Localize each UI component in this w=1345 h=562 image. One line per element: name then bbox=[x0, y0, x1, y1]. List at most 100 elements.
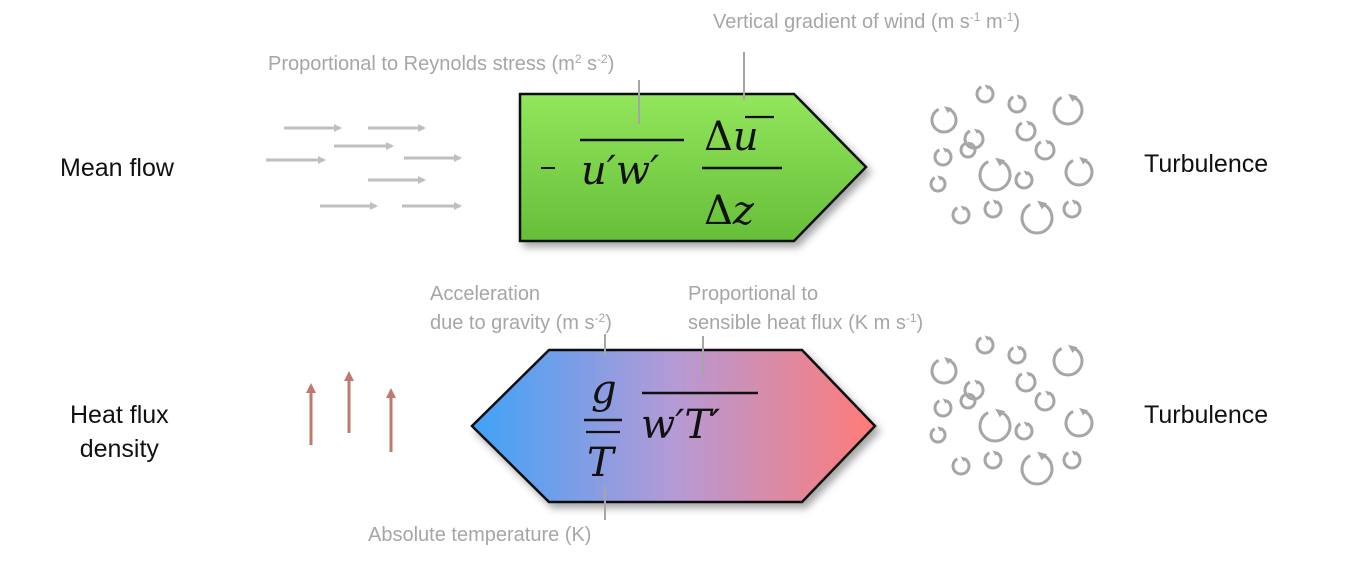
eddy-arrowhead-icon bbox=[942, 147, 949, 153]
eddy-icon bbox=[1034, 391, 1056, 412]
heat-flux-label-line2: density bbox=[79, 435, 159, 463]
mean-flow-label: Mean flow bbox=[60, 154, 174, 182]
gravity-note: Acceleration due to gravity (m s-2) bbox=[430, 280, 612, 338]
reynolds-sup-2: -2 bbox=[597, 52, 608, 66]
eddy-icon bbox=[930, 358, 958, 385]
eddy-icon bbox=[1064, 410, 1094, 438]
eddy-icon bbox=[978, 160, 1012, 192]
eddy-arrowhead-icon bbox=[944, 357, 953, 365]
eddy-arrowhead-icon bbox=[1037, 451, 1048, 461]
reynolds-sup-1: 2 bbox=[574, 52, 582, 66]
eddy-icon bbox=[1015, 121, 1037, 142]
eddy-arrowhead-icon bbox=[992, 199, 999, 205]
eddy-arrowhead-icon bbox=[974, 379, 981, 385]
gradient-unit-suffix: ) bbox=[1013, 11, 1021, 33]
heat-flux-note: Proportional to sensible heat flux (K m … bbox=[688, 280, 923, 338]
eddy-arrowhead-icon bbox=[1045, 139, 1052, 145]
turbulence-eddies-bottom bbox=[929, 335, 1094, 486]
eddy-arrowhead-icon bbox=[1026, 371, 1033, 377]
eddy-arrowhead-icon bbox=[937, 426, 944, 432]
eddy-icon bbox=[1052, 96, 1084, 126]
eddy-icon bbox=[929, 176, 947, 193]
gravity-symbol: g bbox=[591, 367, 617, 413]
eddy-icon bbox=[930, 107, 958, 134]
eddy-icon bbox=[929, 427, 947, 444]
eddy-arrowhead-icon bbox=[1023, 421, 1030, 427]
reynolds-stress-text: Proportional to Reynolds stress bbox=[268, 53, 546, 75]
eddy-arrowhead-icon bbox=[1071, 450, 1078, 456]
gradient-text: Vertical gradient of wind bbox=[713, 11, 926, 33]
eddy-arrowhead-icon bbox=[942, 398, 949, 404]
reynolds-stress-note: Proportional to Reynolds stress (m2 s-2) bbox=[268, 50, 614, 79]
eddy-arrowhead-icon bbox=[1016, 345, 1023, 351]
eddy-icon bbox=[959, 142, 977, 159]
eddy-icon bbox=[1064, 159, 1094, 187]
gradient-sup-2: -1 bbox=[1002, 10, 1014, 24]
eddy-arrowhead-icon bbox=[937, 175, 944, 181]
heatflux-unit-suffix: ) bbox=[916, 312, 924, 334]
eddy-arrowhead-icon bbox=[960, 205, 967, 211]
eddy-icon bbox=[933, 399, 953, 418]
eddy-icon bbox=[1014, 422, 1034, 441]
turbulence-label-bottom: Turbulence bbox=[1144, 401, 1269, 429]
heat-flux-label: Heat flux density bbox=[70, 398, 169, 466]
eddy-icon bbox=[951, 457, 971, 476]
reynolds-unit-mid: s bbox=[581, 53, 598, 75]
heat-flux-product: w′T′ bbox=[641, 402, 720, 448]
eddy-arrowhead-icon bbox=[1026, 120, 1033, 126]
eddy-arrowhead-icon bbox=[992, 450, 999, 456]
eddy-arrowhead-icon bbox=[967, 392, 974, 398]
eddy-icon bbox=[959, 393, 977, 410]
eddy-icon bbox=[975, 336, 995, 355]
eddy-icon bbox=[1020, 454, 1054, 486]
eddy-icon bbox=[1014, 171, 1034, 190]
eddy-arrowhead-icon bbox=[1037, 200, 1048, 210]
eddy-icon bbox=[1052, 347, 1084, 377]
wind-gradient-numerator: Δu bbox=[704, 114, 759, 160]
shear-production-formula: u′w′ Δu Δz bbox=[541, 114, 782, 234]
eddy-icon bbox=[983, 200, 1003, 219]
eddy-icon bbox=[975, 85, 995, 104]
wind-gradient-note: Vertical gradient of wind (m s-1 m-1) bbox=[713, 8, 1020, 37]
eddy-icon bbox=[1062, 200, 1082, 219]
eddy-arrowhead-icon bbox=[1068, 93, 1078, 102]
eddy-arrowhead-icon bbox=[1068, 344, 1078, 353]
eddy-icon bbox=[1062, 451, 1082, 470]
eddy-icon bbox=[978, 411, 1012, 443]
buoyancy-production-formula: g T w′T′ bbox=[584, 367, 758, 486]
eddy-arrowhead-icon bbox=[995, 157, 1006, 167]
reynolds-unit-prefix: (m bbox=[551, 53, 575, 75]
temperature-symbol: T bbox=[587, 440, 617, 486]
heatflux-note-line2: sensible heat flux (K m s-1) bbox=[688, 309, 923, 338]
buoyancy-production-arrow bbox=[470, 348, 877, 504]
eddy-icon bbox=[1015, 372, 1037, 393]
eddy-arrowhead-icon bbox=[984, 84, 991, 90]
gravity-unit-suffix: ) bbox=[605, 312, 612, 334]
heat-flux-arrows bbox=[306, 371, 396, 452]
eddy-arrowhead-icon bbox=[1079, 156, 1088, 165]
eddy-arrowhead-icon bbox=[1023, 170, 1030, 176]
turbulence-label-top: Turbulence bbox=[1144, 150, 1269, 178]
gradient-sup-1: -1 bbox=[969, 10, 981, 24]
eddy-icon bbox=[1034, 140, 1056, 161]
temperature-note: Absolute temperature (K) bbox=[368, 524, 592, 546]
eddy-arrowhead-icon bbox=[960, 456, 967, 462]
gravity-note-line1: Acceleration bbox=[430, 283, 541, 305]
gravity-note-line2: due to gravity (m s-2) bbox=[430, 309, 612, 338]
eddy-arrowhead-icon bbox=[984, 335, 991, 341]
eddy-icon bbox=[1020, 203, 1054, 235]
heat-flux-label-line1: Heat flux bbox=[70, 401, 169, 429]
eddy-arrowhead-icon bbox=[1045, 390, 1052, 396]
eddy-icon bbox=[951, 206, 971, 225]
eddy-arrowhead-icon bbox=[974, 128, 981, 134]
wind-gradient-denominator: Δz bbox=[704, 188, 755, 234]
eddy-icon bbox=[983, 451, 1003, 470]
reynolds-product: u′w′ bbox=[581, 148, 659, 194]
eddy-arrowhead-icon bbox=[1079, 407, 1088, 416]
reynolds-unit-suffix: ) bbox=[607, 53, 615, 75]
eddy-icon bbox=[1007, 346, 1027, 365]
gradient-unit-prefix: (m s bbox=[930, 11, 970, 33]
eddy-icon bbox=[1007, 95, 1027, 114]
